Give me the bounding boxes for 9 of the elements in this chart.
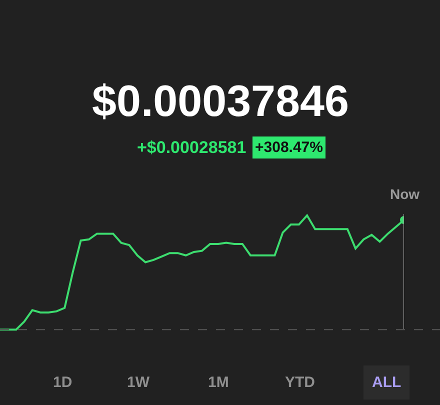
text: YTD [285,374,316,391]
text: ALL [372,374,402,391]
text: 1M [208,374,229,391]
text: 1W [127,374,150,391]
chart-title: $0.00037846 [92,77,349,126]
text: Now [390,186,420,202]
text: +308.47% [255,139,323,156]
chart-subtitle: +$0.00028581 [137,138,246,157]
text: 1D [53,374,72,391]
